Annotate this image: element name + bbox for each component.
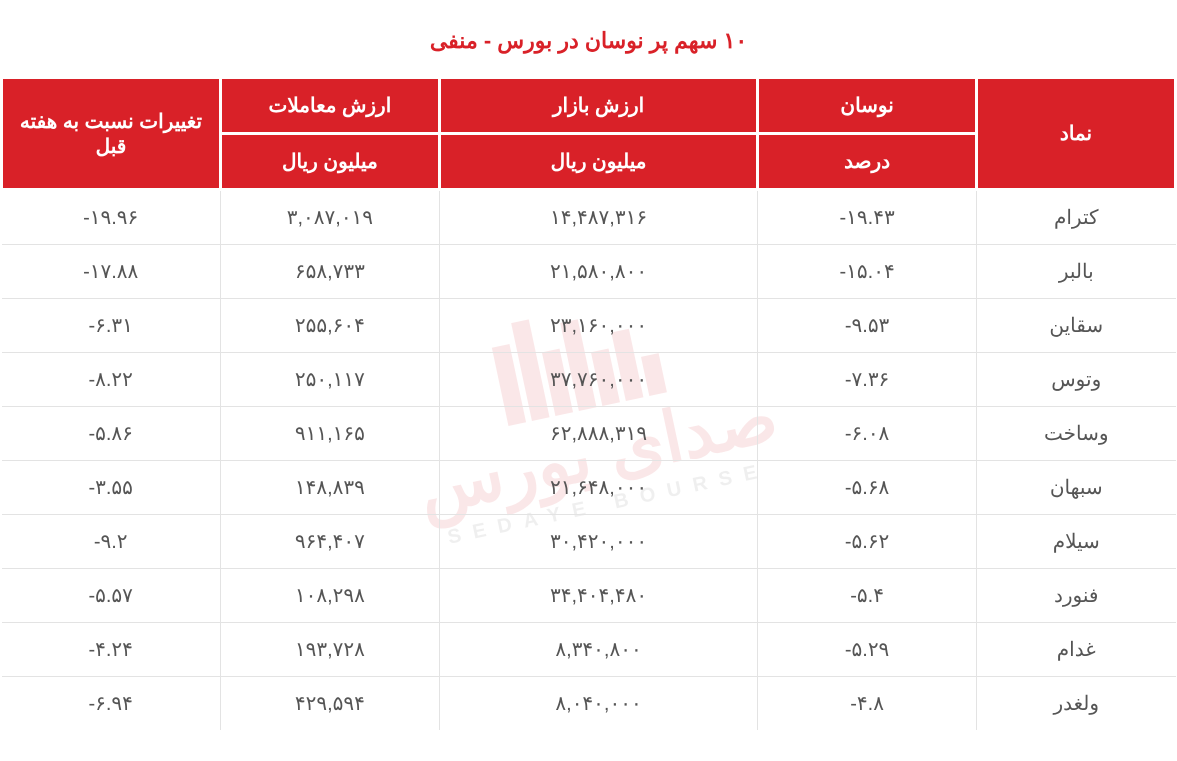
cell-trade-value: ۱۴۸,۸۳۹: [220, 461, 439, 515]
table-row: سیلام-۵.۶۲۳۰,۴۲۰,۰۰۰۹۶۴,۴۰۷-۹.۲: [2, 515, 1176, 569]
cell-market-value: ۳۷,۷۶۰,۰۰۰: [439, 353, 757, 407]
cell-symbol: ولغدر: [976, 677, 1175, 731]
cell-wow-change: -۴.۲۴: [2, 623, 221, 677]
cell-market-value: ۲۱,۵۸۰,۸۰۰: [439, 245, 757, 299]
col-header-symbol: نماد: [976, 78, 1175, 190]
table-header: نماد نوسان ارزش بازار ارزش معاملات تغییر…: [2, 78, 1176, 190]
cell-wow-change: -۵.۵۷: [2, 569, 221, 623]
cell-fluctuation: -۱۹.۴۳: [758, 190, 977, 245]
cell-symbol: سبهان: [976, 461, 1175, 515]
table-row: وساخت-۶.۰۸۶۲,۸۸۸,۳۱۹۹۱۱,۱۶۵-۵.۸۶: [2, 407, 1176, 461]
col-header-market-value: ارزش بازار: [439, 78, 757, 134]
cell-wow-change: -۹.۲: [2, 515, 221, 569]
col-subheader-market-value: میلیون ریال: [439, 134, 757, 190]
cell-symbol: وتوس: [976, 353, 1175, 407]
cell-trade-value: ۳,۰۸۷,۰۱۹: [220, 190, 439, 245]
cell-symbol: بالبر: [976, 245, 1175, 299]
stocks-table: نماد نوسان ارزش بازار ارزش معاملات تغییر…: [0, 76, 1177, 730]
table-row: کترام-۱۹.۴۳۱۴,۴۸۷,۳۱۶۳,۰۸۷,۰۱۹-۱۹.۹۶: [2, 190, 1176, 245]
col-header-wow-change: تغییرات نسبت به هفته قبل: [2, 78, 221, 190]
col-subheader-fluctuation: درصد: [758, 134, 977, 190]
cell-trade-value: ۲۵۵,۶۰۴: [220, 299, 439, 353]
cell-market-value: ۲۱,۶۴۸,۰۰۰: [439, 461, 757, 515]
cell-market-value: ۸,۳۴۰,۸۰۰: [439, 623, 757, 677]
table-body: کترام-۱۹.۴۳۱۴,۴۸۷,۳۱۶۳,۰۸۷,۰۱۹-۱۹.۹۶بالب…: [2, 190, 1176, 731]
cell-symbol: فنورد: [976, 569, 1175, 623]
cell-symbol: وساخت: [976, 407, 1175, 461]
cell-market-value: ۸,۰۴۰,۰۰۰: [439, 677, 757, 731]
cell-wow-change: -۶.۹۴: [2, 677, 221, 731]
table-row: وتوس-۷.۳۶۳۷,۷۶۰,۰۰۰۲۵۰,۱۱۷-۸.۲۲: [2, 353, 1176, 407]
cell-fluctuation: -۴.۸: [758, 677, 977, 731]
cell-fluctuation: -۷.۳۶: [758, 353, 977, 407]
col-header-trade-value: ارزش معاملات: [220, 78, 439, 134]
table-row: ولغدر-۴.۸۸,۰۴۰,۰۰۰۴۲۹,۵۹۴-۶.۹۴: [2, 677, 1176, 731]
cell-market-value: ۶۲,۸۸۸,۳۱۹: [439, 407, 757, 461]
cell-fluctuation: -۶.۰۸: [758, 407, 977, 461]
col-header-fluctuation: نوسان: [758, 78, 977, 134]
table-row: بالبر-۱۵.۰۴۲۱,۵۸۰,۸۰۰۶۵۸,۷۳۳-۱۷.۸۸: [2, 245, 1176, 299]
cell-fluctuation: -۹.۵۳: [758, 299, 977, 353]
cell-trade-value: ۲۵۰,۱۱۷: [220, 353, 439, 407]
cell-wow-change: -۱۹.۹۶: [2, 190, 221, 245]
cell-fluctuation: -۵.۶۸: [758, 461, 977, 515]
cell-symbol: سیلام: [976, 515, 1175, 569]
cell-trade-value: ۹۶۴,۴۰۷: [220, 515, 439, 569]
cell-wow-change: -۵.۸۶: [2, 407, 221, 461]
cell-fluctuation: -۵.۴: [758, 569, 977, 623]
cell-trade-value: ۴۲۹,۵۹۴: [220, 677, 439, 731]
cell-wow-change: -۶.۳۱: [2, 299, 221, 353]
cell-trade-value: ۱۹۳,۷۲۸: [220, 623, 439, 677]
cell-symbol: کترام: [976, 190, 1175, 245]
cell-trade-value: ۶۵۸,۷۳۳: [220, 245, 439, 299]
col-subheader-trade-value: میلیون ریال: [220, 134, 439, 190]
cell-trade-value: ۱۰۸,۲۹۸: [220, 569, 439, 623]
cell-wow-change: -۸.۲۲: [2, 353, 221, 407]
cell-trade-value: ۹۱۱,۱۶۵: [220, 407, 439, 461]
cell-market-value: ۲۳,۱۶۰,۰۰۰: [439, 299, 757, 353]
table-row: سقاین-۹.۵۳۲۳,۱۶۰,۰۰۰۲۵۵,۶۰۴-۶.۳۱: [2, 299, 1176, 353]
table-row: غدام-۵.۲۹۸,۳۴۰,۸۰۰۱۹۳,۷۲۸-۴.۲۴: [2, 623, 1176, 677]
cell-symbol: غدام: [976, 623, 1175, 677]
cell-wow-change: -۳.۵۵: [2, 461, 221, 515]
cell-fluctuation: -۵.۲۹: [758, 623, 977, 677]
table-row: سبهان-۵.۶۸۲۱,۶۴۸,۰۰۰۱۴۸,۸۳۹-۳.۵۵: [2, 461, 1176, 515]
page-title: ۱۰ سهم پر نوسان در بورس - منفی: [0, 0, 1177, 76]
cell-symbol: سقاین: [976, 299, 1175, 353]
cell-market-value: ۳۰,۴۲۰,۰۰۰: [439, 515, 757, 569]
table-container: صدای بورس SEDAYE BOURSE نماد نوسان ارزش …: [0, 76, 1177, 730]
table-row: فنورد-۵.۴۳۴,۴۰۴,۴۸۰۱۰۸,۲۹۸-۵.۵۷: [2, 569, 1176, 623]
cell-fluctuation: -۱۵.۰۴: [758, 245, 977, 299]
cell-wow-change: -۱۷.۸۸: [2, 245, 221, 299]
cell-fluctuation: -۵.۶۲: [758, 515, 977, 569]
cell-market-value: ۱۴,۴۸۷,۳۱۶: [439, 190, 757, 245]
cell-market-value: ۳۴,۴۰۴,۴۸۰: [439, 569, 757, 623]
